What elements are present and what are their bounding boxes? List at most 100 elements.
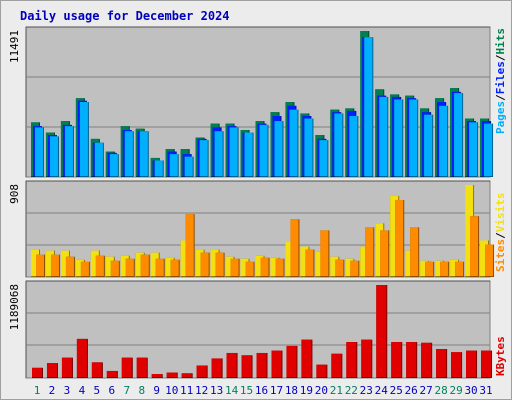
bar-kbytes-day-7 xyxy=(121,357,133,378)
bar-kbytes-day-6 xyxy=(106,370,118,378)
bar-pages-day-5 xyxy=(94,142,104,177)
x-tick-label-day-31: 31 xyxy=(479,384,492,397)
bar-visits-day-12-face xyxy=(195,249,204,276)
bar-kbytes-day-18 xyxy=(286,345,298,378)
bar-pages-day-7 xyxy=(124,131,134,177)
bar-kbytes-day-14 xyxy=(226,352,238,378)
bar-pages-day-15-face xyxy=(244,132,253,176)
bar-sites-day-5-face xyxy=(95,255,104,276)
legend-kbytes: KBytes xyxy=(494,336,507,376)
bar-pages-day-27 xyxy=(424,114,434,177)
bar-visits-day-11 xyxy=(180,240,190,277)
bar-pages-day-1 xyxy=(35,127,44,177)
x-tick-label-day-17: 17 xyxy=(270,384,283,397)
bar-sites-day-9-face xyxy=(155,258,164,276)
bar-sites-day-10 xyxy=(170,259,180,277)
y-max-label: 1189068 xyxy=(8,284,21,330)
bar-sites-day-9 xyxy=(155,258,165,277)
bar-sites-day-20-face xyxy=(320,230,329,276)
bar-sites-day-29-face xyxy=(455,261,464,276)
bar-pages-day-13-face xyxy=(214,131,223,176)
bar-visits-day-28 xyxy=(435,260,445,277)
bar-visits-day-19-face xyxy=(300,246,309,276)
bar-visits-day-9 xyxy=(150,252,160,277)
x-tick-label-day-27: 27 xyxy=(420,384,433,397)
x-tick-label-day-21: 21 xyxy=(330,384,343,397)
bar-visits-day-24-face xyxy=(375,223,384,276)
bar-pages-day-11 xyxy=(184,156,194,177)
bar-kbytes-day-12-face xyxy=(196,365,207,377)
bar-kbytes-day-30-face xyxy=(466,350,477,377)
bar-sites-day-13-face xyxy=(215,252,224,276)
bar-kbytes-day-29 xyxy=(451,352,463,378)
bar-sites-day-21-face xyxy=(335,259,344,276)
bar-pages-day-3 xyxy=(64,126,74,177)
bar-visits-day-15-face xyxy=(240,258,249,276)
bar-kbytes-day-14-face xyxy=(226,352,237,377)
x-tick-label-day-23: 23 xyxy=(360,384,373,397)
bar-kbytes-day-28 xyxy=(436,349,448,378)
bar-pages-day-10 xyxy=(169,154,179,177)
bar-sites-day-26 xyxy=(410,227,420,277)
bar-visits-day-29-face xyxy=(450,259,459,276)
x-tick-label-day-14: 14 xyxy=(225,384,239,397)
bar-pages-day-20-face xyxy=(319,140,328,176)
bar-pages-day-7-face xyxy=(124,131,133,176)
bar-kbytes-day-2-face xyxy=(46,363,57,377)
bar-visits-day-1-face xyxy=(31,249,39,276)
bar-kbytes-day-15 xyxy=(241,355,253,378)
bar-pages-day-9 xyxy=(154,160,164,177)
x-tick-label-day-3: 3 xyxy=(64,384,71,397)
bar-visits-day-5 xyxy=(90,250,100,277)
bar-visits-day-12 xyxy=(195,249,205,277)
bar-kbytes-day-5 xyxy=(91,362,103,378)
bar-kbytes-day-21-face xyxy=(331,353,342,377)
bar-visits-day-20 xyxy=(315,251,325,277)
bar-pages-day-3-face xyxy=(64,126,73,176)
bar-sites-day-16 xyxy=(260,257,270,277)
bar-pages-day-17 xyxy=(274,121,284,177)
bar-visits-day-1 xyxy=(31,249,40,277)
bar-kbytes-day-29-face xyxy=(451,352,462,377)
x-tick-label-day-10: 10 xyxy=(165,384,178,397)
bar-pages-day-22 xyxy=(349,116,359,177)
bar-pages-day-9-face xyxy=(154,160,163,176)
bar-kbytes-day-19 xyxy=(301,339,313,378)
legend-hits: Hits xyxy=(494,28,507,55)
x-tick-label-day-20: 20 xyxy=(315,384,328,397)
bar-kbytes-day-8-face xyxy=(136,357,147,377)
x-tick-label-day-26: 26 xyxy=(405,384,418,397)
bar-visits-day-25-face xyxy=(390,195,399,276)
bar-sites-day-19-face xyxy=(305,249,314,276)
bar-pages-day-31 xyxy=(484,123,494,177)
bar-sites-day-31-face xyxy=(485,244,494,276)
bar-pages-day-25-face xyxy=(394,99,403,176)
bar-visits-day-22-face xyxy=(345,258,354,276)
bar-sites-day-15 xyxy=(245,261,255,277)
bar-pages-day-26 xyxy=(409,99,419,177)
bar-sites-day-30-face xyxy=(470,216,479,276)
x-tick-label-day-6: 6 xyxy=(109,384,116,397)
bar-visits-day-28-face xyxy=(435,260,444,276)
bar-sites-day-6 xyxy=(110,260,120,277)
x-tick-label-day-30: 30 xyxy=(464,384,477,397)
x-tick-label-day-19: 19 xyxy=(300,384,313,397)
legend-separator: / xyxy=(494,54,507,61)
bar-pages-day-21 xyxy=(334,113,344,177)
bar-pages-day-28 xyxy=(439,105,449,177)
x-tick-label-day-13: 13 xyxy=(210,384,223,397)
x-tick-label-day-15: 15 xyxy=(240,384,253,397)
bar-sites-day-22 xyxy=(350,260,360,277)
bar-visits-day-9-face xyxy=(150,252,159,276)
bar-sites-day-11-face xyxy=(185,214,194,276)
x-tick-label-day-25: 25 xyxy=(390,384,403,397)
bar-kbytes-day-2 xyxy=(46,363,58,378)
bar-kbytes-day-1-face xyxy=(32,367,42,377)
bar-visits-day-14 xyxy=(225,256,235,277)
bar-visits-day-4 xyxy=(75,259,85,277)
bar-sites-day-13 xyxy=(215,252,225,277)
x-tick-label-day-5: 5 xyxy=(94,384,101,397)
bar-sites-day-1 xyxy=(36,254,45,277)
bar-pages-day-4 xyxy=(79,102,89,177)
bar-kbytes-day-9-face xyxy=(151,374,162,377)
